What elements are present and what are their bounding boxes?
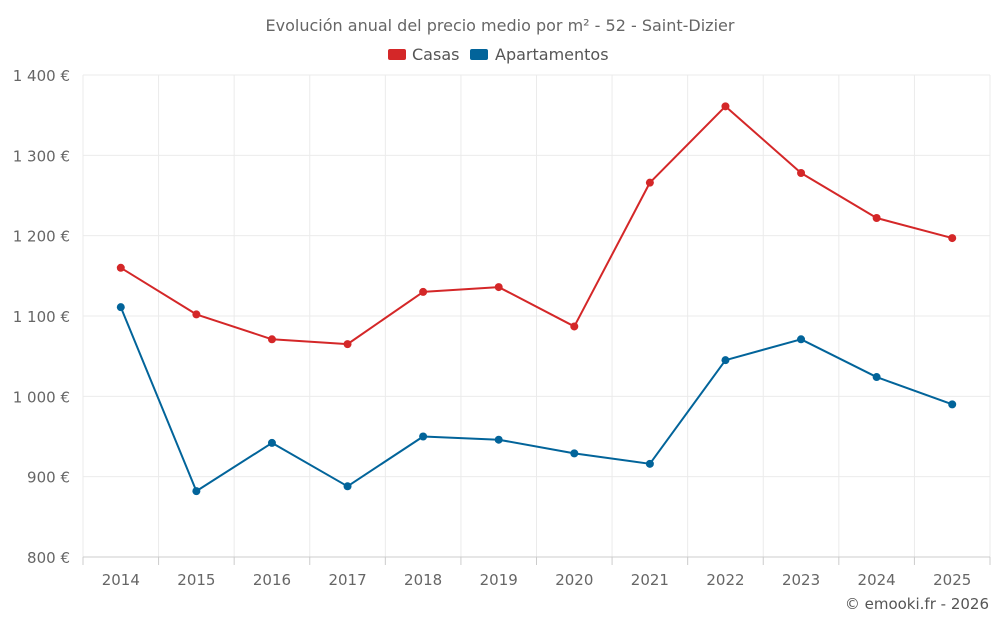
axis-layer: 800 € 900 € 1 000 € 1 100 € 1 200 € 1 300 € 1 …: [13, 67, 991, 589]
chart-title: Evolución anual del precio medio por m² …: [266, 16, 735, 35]
series-line-casas: [120, 105, 953, 346]
data-point-apartamentos[interactable]: [797, 335, 806, 344]
x-tick-label: 2015: [177, 571, 215, 589]
data-point-casas[interactable]: [494, 283, 503, 292]
y-tick-label: 1 400 €: [13, 67, 70, 85]
data-point-apartamentos[interactable]: [645, 459, 654, 468]
data-point-casas[interactable]: [797, 169, 806, 178]
y-tick-label: 1 100 €: [13, 308, 70, 326]
data-point-apartamentos[interactable]: [872, 373, 881, 382]
y-tick-label: 800 €: [27, 549, 70, 567]
series-line-apartamentos: [119, 306, 953, 493]
x-tick-label: 2019: [480, 571, 518, 589]
data-point-apartamentos[interactable]: [267, 438, 276, 447]
data-point-apartamentos[interactable]: [419, 432, 428, 441]
legend-label-casas: Casas: [412, 45, 459, 64]
legend-item-casas[interactable]: Casas: [388, 45, 459, 64]
y-tick-label: 1 300 €: [13, 147, 70, 165]
data-point-casas[interactable]: [645, 178, 654, 187]
data-point-casas[interactable]: [419, 287, 428, 296]
data-point-casas[interactable]: [948, 234, 957, 243]
data-point-casas[interactable]: [570, 322, 579, 331]
data-point-casas[interactable]: [343, 340, 352, 349]
data-point-casas[interactable]: [116, 263, 125, 272]
series-apartamentos: [116, 303, 957, 496]
data-point-apartamentos[interactable]: [948, 400, 957, 409]
data-point-casas[interactable]: [192, 310, 201, 319]
data-point-apartamentos[interactable]: [343, 482, 352, 491]
x-tick-label: 2022: [706, 571, 744, 589]
series-casas: [116, 102, 957, 349]
x-tick-label: 2014: [102, 571, 140, 589]
y-tick-label: 1 000 €: [13, 388, 70, 406]
legend-item-apartamentos[interactable]: Apartamentos: [470, 45, 609, 64]
y-tick-label: 1 200 €: [13, 228, 70, 246]
grid-layer: [82, 74, 991, 557]
x-tick-label: 2017: [328, 571, 366, 589]
x-tick-label: 2016: [253, 571, 291, 589]
legend-swatch-apartamentos: [470, 49, 488, 60]
y-tick-label: 900 €: [27, 469, 70, 487]
data-point-apartamentos[interactable]: [721, 356, 730, 365]
legend-label-apartamentos: Apartamentos: [495, 45, 609, 64]
x-tick-label: 2021: [631, 571, 669, 589]
data-point-casas[interactable]: [872, 213, 881, 222]
legend: Casas Apartamentos: [388, 45, 609, 64]
x-tick-label: 2025: [933, 571, 971, 589]
x-tick-label: 2023: [782, 571, 820, 589]
legend-swatch-casas: [388, 49, 406, 60]
data-point-apartamentos[interactable]: [494, 435, 503, 444]
series-layer: [116, 102, 957, 496]
data-point-apartamentos[interactable]: [192, 487, 201, 496]
data-point-apartamentos[interactable]: [570, 449, 579, 458]
data-point-apartamentos[interactable]: [116, 303, 125, 312]
x-tick-label: 2024: [858, 571, 896, 589]
data-point-casas[interactable]: [721, 102, 730, 111]
x-tick-label: 2020: [555, 571, 593, 589]
x-tick-label: 2018: [404, 571, 442, 589]
data-point-casas[interactable]: [267, 335, 276, 344]
credit-text: © emooki.fr - 2026: [845, 595, 989, 613]
